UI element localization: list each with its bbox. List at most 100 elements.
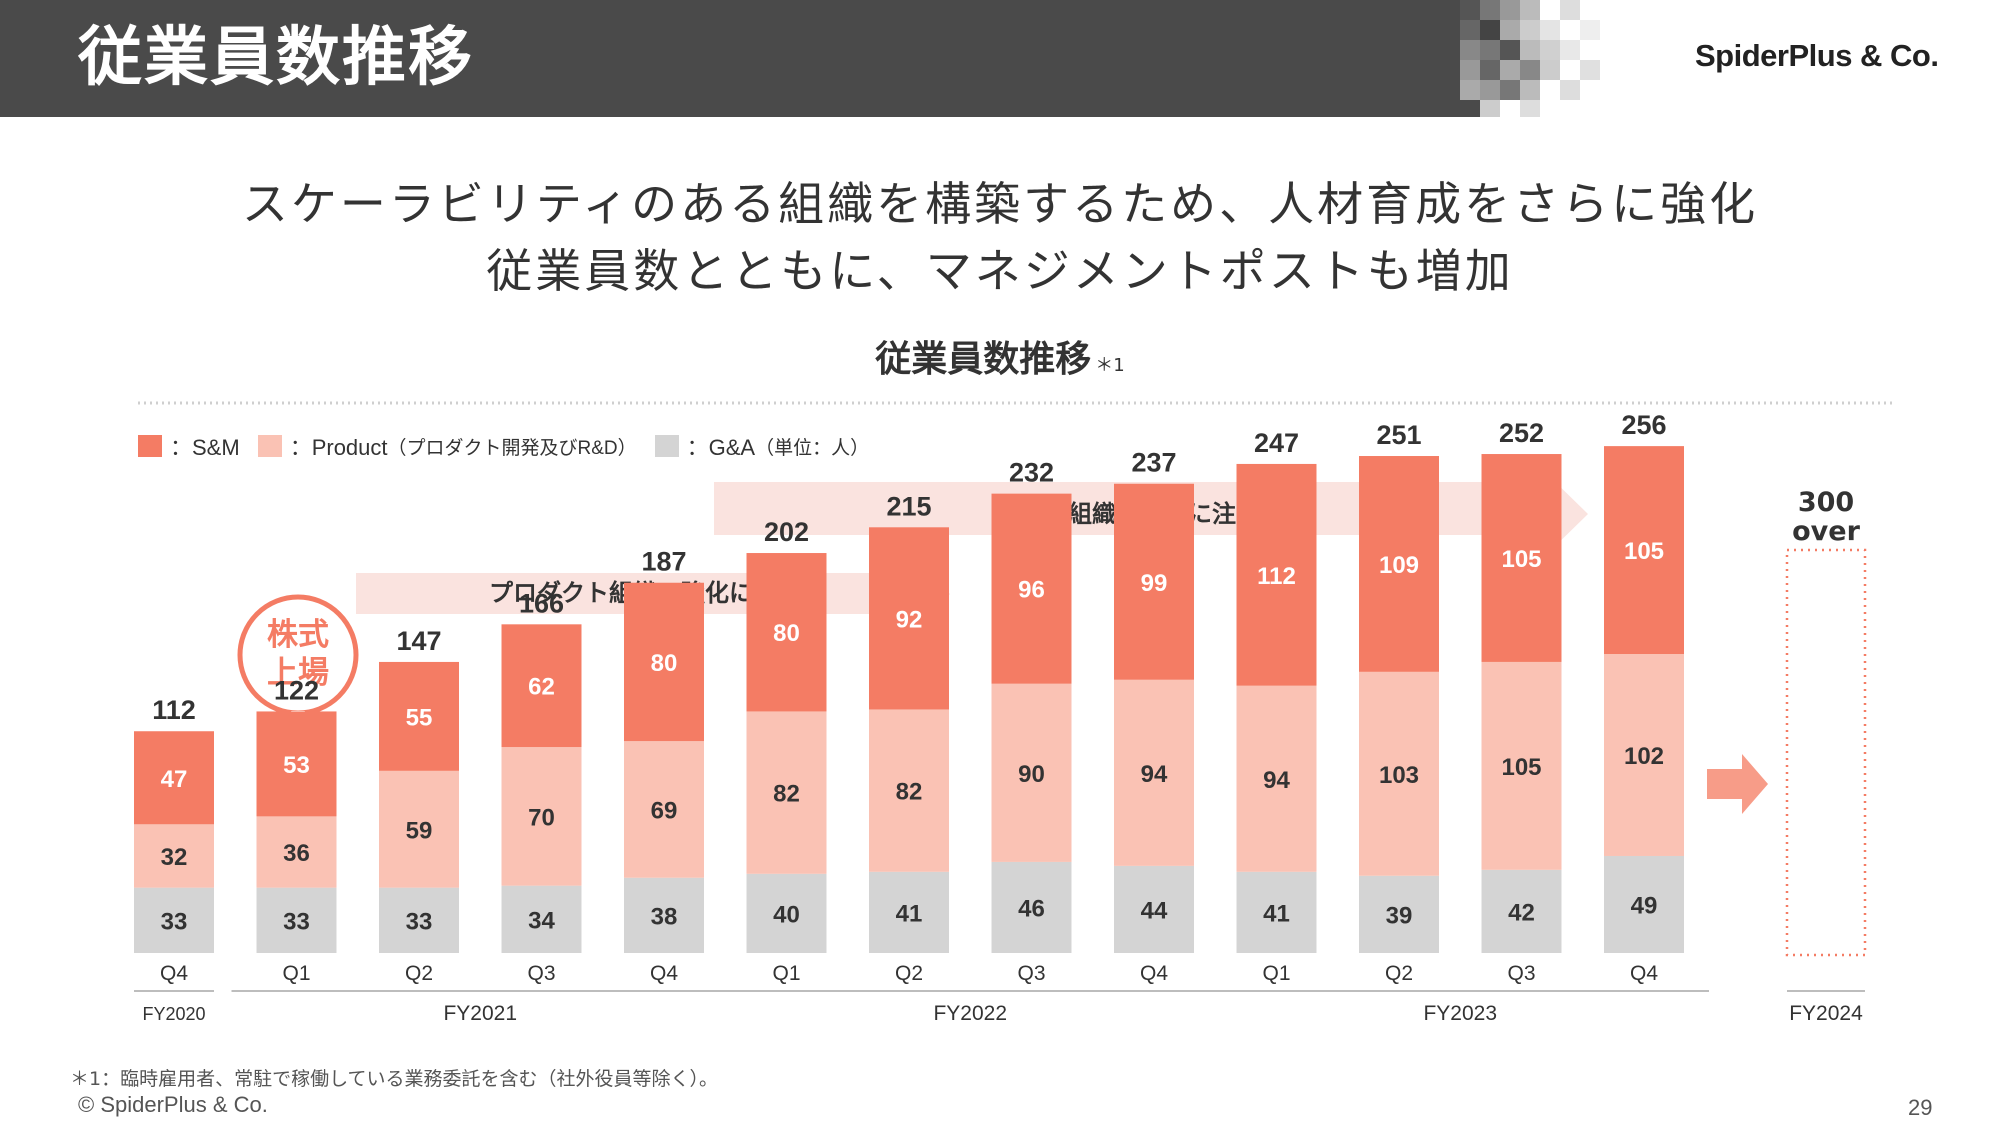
bar-segment-product xyxy=(256,816,337,888)
bar-segment-ga xyxy=(1481,869,1562,953)
legend-item-sm: ：S&M xyxy=(138,430,240,462)
bar-segment-sm xyxy=(256,711,337,817)
ipo-badge: 株式 上場 xyxy=(237,594,359,730)
total-label: 147 xyxy=(396,626,441,656)
bar-segment-sm xyxy=(1236,463,1317,686)
x-tick-label: Q3 xyxy=(527,962,555,985)
bar-segment-sm xyxy=(1359,456,1439,672)
company-logo: SpiderPlus & Co. xyxy=(1695,38,1939,73)
x-tick-label: Q1 xyxy=(1262,962,1290,985)
data-label-ga: 39 xyxy=(1386,902,1413,929)
data-label-product: 32 xyxy=(161,844,188,871)
fy-label: FY2023 xyxy=(1423,1002,1497,1025)
total-label: 251 xyxy=(1376,420,1421,450)
bar-segment-ga xyxy=(501,885,582,953)
data-label-product: 94 xyxy=(1263,767,1290,794)
legend-note-ga: （単位：人） xyxy=(755,437,870,459)
bar-segment-product xyxy=(746,711,827,874)
x-tick-label: Q1 xyxy=(772,962,800,985)
fy-label-forecast: FY2024 xyxy=(1789,1002,1863,1025)
data-label-ga: 33 xyxy=(161,908,188,935)
data-label-product: 102 xyxy=(1624,743,1664,770)
chart-title-footnote-marker: ＊1 xyxy=(1095,355,1125,376)
x-tick-label: Q3 xyxy=(1507,962,1535,985)
data-label-product: 59 xyxy=(406,817,433,844)
data-label-sm: 105 xyxy=(1624,538,1664,565)
bar-segment-ga xyxy=(1114,865,1194,953)
bar-segment-product xyxy=(1236,685,1317,872)
bar-segment-ga xyxy=(1359,875,1439,953)
total-label: 112 xyxy=(152,695,196,725)
bar-segment-sm xyxy=(1604,446,1684,655)
bar-segment-product xyxy=(379,770,459,888)
footnote: ＊1：臨時雇用者、常駐で稼働している業務委託を含む（社外役員等除く）。 xyxy=(70,1068,719,1090)
data-label-sm: 55 xyxy=(406,704,433,731)
data-label-sm: 109 xyxy=(1379,552,1419,579)
data-label-product: 82 xyxy=(896,779,923,806)
data-label-ga: 46 xyxy=(1018,895,1045,922)
total-label: 237 xyxy=(1131,448,1176,478)
data-label-ga: 34 xyxy=(528,907,555,934)
x-tick-label: Q2 xyxy=(1385,962,1413,985)
data-label-ga: 41 xyxy=(896,900,923,927)
total-label: 122 xyxy=(274,675,319,705)
forecast-suffix: over xyxy=(1792,516,1860,547)
data-label-product: 94 xyxy=(1141,761,1168,788)
bar-segment-sm xyxy=(379,661,459,771)
fy-label: FY2022 xyxy=(933,1002,1007,1025)
data-label-sm: 80 xyxy=(651,650,678,677)
legend: ：S&M ：Product （プロダクト開発及びR&D） ：G&A （単位：人） xyxy=(138,430,887,462)
page-title: 従業員数推移 xyxy=(78,21,474,95)
bar-segment-ga xyxy=(991,861,1072,953)
bar-segment-sm xyxy=(1481,454,1562,662)
data-label-sm: 62 xyxy=(528,674,555,701)
bar-segment-product xyxy=(1114,679,1194,866)
total-label: 187 xyxy=(641,547,686,577)
fy-label: FY2021 xyxy=(443,1002,517,1025)
x-tick-label: Q3 xyxy=(1017,962,1045,985)
fy-label: FY2020 xyxy=(142,1004,205,1024)
bar-segment-ga xyxy=(746,873,827,953)
total-label: 202 xyxy=(764,517,809,547)
x-tick-label: Q4 xyxy=(160,962,188,985)
bar-segment-product xyxy=(1604,654,1684,856)
total-label: 215 xyxy=(886,491,931,521)
data-label-ga: 33 xyxy=(406,908,433,935)
bar-group: 33 32 47 112 Q4 33 36 53 122 Q1 33 59 55 147 Q2 34 70 62 1… xyxy=(134,410,1709,1025)
data-label-ga: 44 xyxy=(1141,897,1168,924)
bar-segment-ga xyxy=(256,887,337,953)
data-label-sm: 99 xyxy=(1141,570,1168,597)
bar-segment-sm xyxy=(501,624,582,748)
chart-title-text: 従業員数推移 xyxy=(875,339,1092,380)
total-label: 252 xyxy=(1499,418,1544,448)
subtitle-line-2: 従業員数とともに、マネジメントポストも増加 xyxy=(486,244,1514,298)
bar-segment-product xyxy=(1359,671,1439,876)
legend-label-ga: ：G&A xyxy=(686,435,756,460)
legend-label-product: ：Product xyxy=(289,435,388,460)
data-label-ga: 40 xyxy=(773,901,800,928)
bar-segment-sm xyxy=(991,493,1072,684)
subtitle-line-1: スケーラビリティのある組織を構築するため、人材育成をさらに強化 xyxy=(241,177,1759,231)
title-bar xyxy=(0,0,1480,117)
legend-swatch-product xyxy=(257,435,282,457)
legend-label-sm: ：S&M xyxy=(170,435,240,460)
x-tick-label: Q2 xyxy=(895,962,923,985)
data-label-product: 82 xyxy=(773,781,800,808)
chart-title: 従業員数推移 ＊1 xyxy=(0,330,2000,382)
total-label: 247 xyxy=(1254,428,1299,458)
x-tick-label: Q1 xyxy=(282,962,310,985)
bar-segment-product xyxy=(1481,661,1562,870)
page-number: 29 xyxy=(1908,1095,1933,1120)
legend-swatch-ga xyxy=(654,435,679,457)
data-label-product: 90 xyxy=(1018,761,1045,788)
total-label: 232 xyxy=(1009,458,1054,488)
total-label: 256 xyxy=(1621,410,1666,440)
header: 従業員数推移 SpiderPlus & Co. xyxy=(0,0,2000,117)
bar-segment-product xyxy=(869,709,949,872)
bar-segment-product xyxy=(624,741,704,878)
legend-swatch-sm xyxy=(138,435,162,457)
data-label-ga: 33 xyxy=(283,908,310,935)
data-label-product: 70 xyxy=(528,804,555,831)
data-label-sm: 80 xyxy=(773,620,800,647)
forecast-value: 300 xyxy=(1798,487,1854,518)
